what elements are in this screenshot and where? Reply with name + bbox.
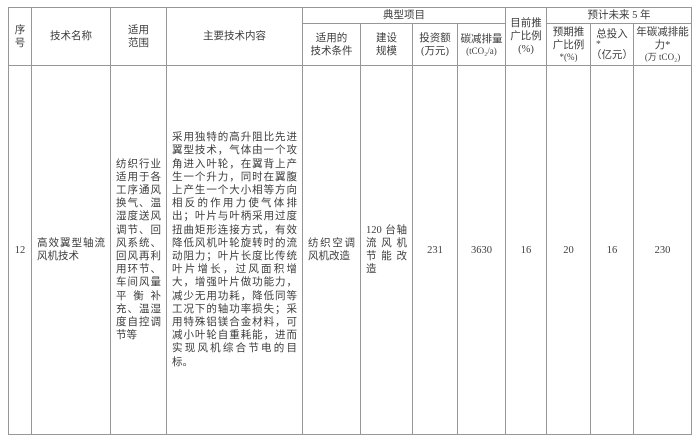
- header-line: 预期推: [552, 27, 585, 38]
- cell-current-ratio: 16: [505, 65, 547, 435]
- technology-catalog-table: 序 号 技术名称 适用 范围 主要技术内容 典型项目 目前推 广比例 (%) 预…: [8, 7, 693, 435]
- header-line: (万元): [421, 45, 449, 57]
- cell-annual-carbon-capacity: 230: [632, 65, 693, 435]
- header-line: (万 tCO₂): [644, 52, 681, 62]
- header-scope: 适用 范围: [110, 7, 167, 66]
- header-annual-carbon-capacity: 年碳减排能 力* (万 tCO₂): [632, 23, 693, 66]
- header-line: 范围: [128, 37, 149, 49]
- header-applicable-condition: 适用的 技术条件: [302, 23, 361, 66]
- tech-name-text: 高效翼型轴流风机技术: [37, 237, 105, 262]
- header-line: 投资额: [419, 32, 451, 44]
- scope-text: 纺织行业适用于各工序通风换气、温湿度送风调节、回风系统、回风再利用环节、车间风量…: [116, 158, 161, 342]
- header-seq: 序 号: [8, 7, 32, 66]
- header-line: 号: [14, 37, 26, 49]
- header-line: 规模: [376, 45, 397, 57]
- header-main-content: 主要技术内容: [166, 7, 303, 66]
- cell-seq: 12: [8, 65, 32, 435]
- header-line: 技术条件: [310, 45, 353, 57]
- cell-expected-ratio: 20: [546, 65, 591, 435]
- header-typical-project: 典型项目: [302, 7, 506, 24]
- cell-total-investment: 16: [590, 65, 634, 435]
- header-next-5-years: 预计未来 5 年: [545, 7, 693, 24]
- header-line: 序: [14, 24, 26, 36]
- header-line: *: [596, 39, 601, 50]
- cell-applicable-condition: 纺织空调风机改造: [302, 65, 361, 435]
- header-line: 建设: [376, 32, 397, 44]
- cell-investment: 231: [412, 65, 458, 435]
- condition-text: 纺织空调风机改造: [308, 237, 355, 262]
- document-page: 序 号 技术名称 适用 范围 主要技术内容 典型项目 目前推 广比例 (%) 预…: [8, 7, 693, 435]
- table-row: 12 高效翼型轴流风机技术 纺织行业适用于各工序通风换气、温湿度送风调节、回风系…: [8, 65, 693, 435]
- cell-carbon-reduction: 3630: [457, 65, 506, 435]
- header-investment: 投资额 (万元): [412, 23, 458, 66]
- header-line: 适用的: [315, 32, 348, 44]
- header-line: 广比例: [510, 31, 542, 42]
- header-line: 年碳减排能: [636, 27, 689, 38]
- header-line: 碳减排量: [460, 33, 503, 45]
- cell-scope: 纺织行业适用于各工序通风换气、温湿度送风调节、回风系统、回风再利用环节、车间风量…: [110, 65, 167, 435]
- header-line: (%): [518, 44, 534, 55]
- header-line: (tCO₂/a): [466, 45, 497, 56]
- header-total-investment: 总投入 * （亿元）: [590, 23, 634, 66]
- header-line: 总投入: [596, 28, 628, 40]
- header-line: 广比例: [552, 40, 585, 51]
- header-expected-ratio: 预期推 广比例 *(%): [546, 23, 591, 66]
- cell-tech-name: 高效翼型轴流风机技术: [31, 65, 111, 435]
- scale-text: 120 台轴流风机节能改造: [366, 224, 407, 276]
- header-line: *(%): [559, 52, 578, 62]
- header-carbon-reduction: 碳减排量 (tCO₂/a): [457, 23, 506, 66]
- header-line: （亿元）: [591, 49, 633, 61]
- header-line: 适用: [128, 24, 149, 36]
- cell-main-content: 采用独特的高升阻比先进翼型技术，气体由一个攻角进入叶轮，在翼背上产生一个升力，同…: [166, 65, 303, 435]
- header-line: 目前推: [510, 18, 542, 29]
- main-content-text: 采用独特的高升阻比先进翼型技术，气体由一个攻角进入叶轮，在翼背上产生一个升力，同…: [172, 132, 297, 368]
- cell-construction-scale: 120 台轴流风机节能改造: [360, 65, 413, 435]
- header-current-ratio: 目前推 广比例 (%): [505, 7, 547, 66]
- header-line: 力*: [654, 40, 671, 51]
- header-tech-name: 技术名称: [31, 7, 111, 66]
- header-construction-scale: 建设 规模: [360, 23, 413, 66]
